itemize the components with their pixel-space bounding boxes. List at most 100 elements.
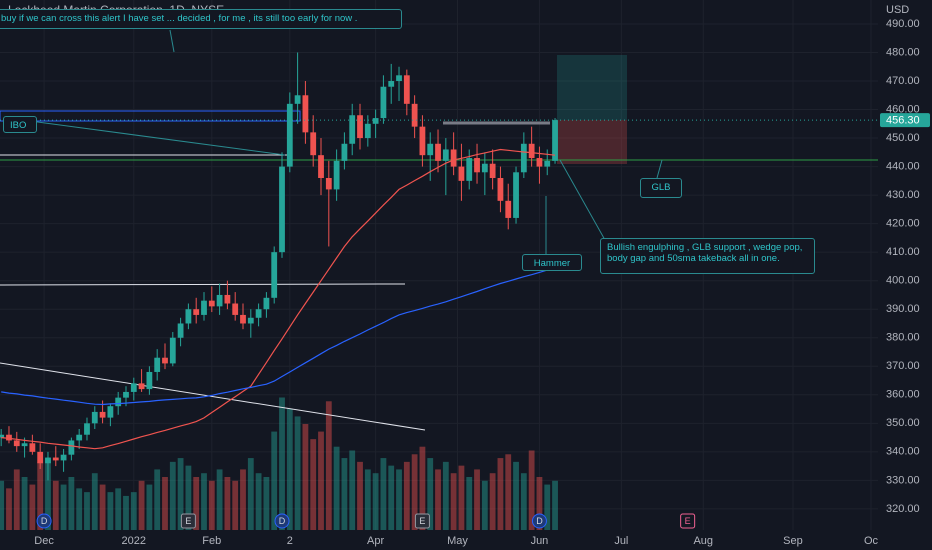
candle-body: [403, 75, 410, 104]
callout-pointer: [656, 159, 663, 179]
candle-body: [208, 300, 215, 307]
candle-body: [76, 434, 83, 441]
last-price-label: 456.30: [886, 114, 920, 126]
volume-bar: [364, 469, 371, 530]
candle-body: [489, 163, 496, 178]
volume-bar: [162, 477, 168, 530]
candle-body: [552, 120, 558, 161]
x-tick-label: Jun: [531, 535, 549, 547]
volume-bar: [333, 446, 340, 530]
volume-bar: [13, 469, 20, 530]
x-tick-label: Sep: [783, 535, 803, 547]
candle-body: [466, 158, 473, 181]
x-tick-label: 2: [287, 535, 293, 547]
ibo-box: [0, 110, 301, 122]
volume-bar: [349, 450, 356, 530]
volume-bar: [84, 492, 90, 530]
candle-body: [520, 143, 527, 173]
y-tick-label: 440.00: [886, 160, 920, 172]
y-tick-label: 430.00: [886, 189, 920, 201]
candle-body: [91, 411, 98, 424]
candle-body: [123, 391, 129, 398]
volume-bar: [302, 424, 309, 530]
candle-body: [21, 443, 28, 447]
volume-bar: [466, 477, 473, 530]
candle-body: [263, 297, 270, 310]
candle-body: [372, 118, 379, 124]
x-tick-label: Oc: [864, 535, 879, 547]
candle-body: [536, 158, 543, 167]
candle-body: [247, 317, 254, 324]
volume-bar: [380, 458, 387, 530]
candle-body: [528, 143, 535, 159]
moving-average: [1, 148, 556, 450]
volume-bar: [263, 477, 270, 530]
volume-bar: [271, 431, 278, 530]
candle-body: [240, 314, 246, 324]
volume-bar: [458, 465, 465, 530]
candle-body: [130, 383, 137, 392]
volume-bar: [544, 484, 551, 530]
note-top: buy if we can cross this alert I have se…: [0, 9, 402, 29]
y-tick-label: 490.00: [886, 18, 920, 30]
candle-body: [286, 103, 293, 167]
candle-body: [302, 95, 309, 133]
candle-body: [84, 423, 90, 435]
event-marker: [680, 513, 696, 529]
volume-bar: [435, 469, 441, 530]
volume-bar: [255, 473, 262, 530]
volume-bar: [481, 480, 488, 530]
note-hammer: Hammer: [522, 254, 582, 271]
volume-bar: [325, 401, 332, 530]
volume-bar: [99, 484, 106, 530]
candle-body: [544, 160, 551, 167]
y-tick-label: 470.00: [886, 75, 920, 87]
moving-average: [1, 267, 556, 406]
volume-bar: [130, 492, 137, 530]
candle-body: [318, 155, 324, 178]
candle-body: [255, 309, 262, 318]
candle-body: [224, 294, 231, 304]
volume-bar: [528, 450, 535, 530]
volume-bar: [37, 461, 44, 530]
note-ibo: IBO: [3, 116, 37, 133]
event-label: E: [419, 516, 425, 526]
trend-line: [0, 362, 426, 431]
volume-bar: [357, 461, 363, 530]
candle-body: [0, 434, 5, 438]
volume-bar: [536, 477, 543, 530]
volume-bar: [240, 469, 246, 530]
y-tick-label: 370.00: [886, 360, 920, 372]
candle-body: [99, 411, 106, 418]
candle-body: [107, 406, 114, 418]
candle-body: [357, 115, 363, 139]
volume-bar: [419, 446, 426, 530]
volume-pane: [0, 397, 558, 530]
candle-body: [154, 357, 161, 372]
volume-bar: [76, 488, 83, 530]
price-axis: [878, 0, 932, 550]
volume-bar: [177, 458, 184, 530]
candle-body: [411, 103, 418, 127]
stop-zone: [557, 120, 627, 164]
candle-body: [349, 115, 356, 144]
volume-bar: [310, 439, 317, 530]
volume-bar: [52, 480, 59, 530]
event-label: E: [685, 516, 691, 526]
currency-label: USD: [886, 4, 909, 16]
candle-body: [380, 86, 387, 119]
volume-bar: [247, 458, 254, 530]
volume-bar: [146, 484, 153, 530]
volume-bar: [216, 469, 223, 530]
x-tick-label: Feb: [202, 535, 221, 547]
volume-bar: [107, 492, 114, 530]
callout-pointer: [29, 120, 286, 156]
volume-bar: [91, 473, 98, 530]
candle-body: [162, 357, 168, 364]
volume-bar: [450, 473, 457, 530]
volume-bar: [224, 477, 231, 530]
volume-bar: [497, 458, 504, 530]
callout-pointer: [559, 159, 606, 241]
volume-bar: [169, 461, 176, 530]
